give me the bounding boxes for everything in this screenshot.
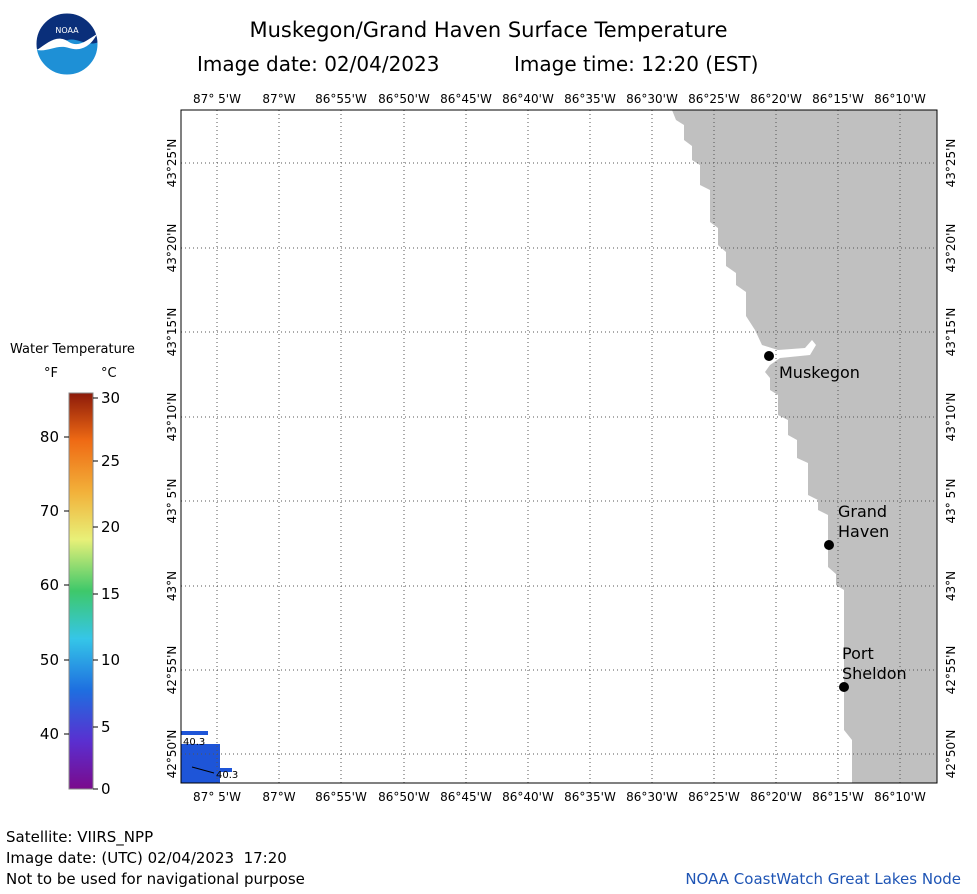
lat-label-left: 43° 5'N [165, 479, 179, 524]
lat-label-left: 42°55'N [165, 646, 179, 695]
place-label: Port [842, 644, 874, 663]
legend-f-tick: 70 [40, 502, 59, 520]
fahrenheit-ticks: 80 70 60 50 40 [40, 428, 69, 743]
lon-label-bottom: 87° 5'W [193, 790, 241, 804]
place-label: Grand [838, 502, 887, 521]
lat-label-left: 43°N [165, 571, 179, 601]
credit-link[interactable]: NOAA CoastWatch Great Lakes Node [685, 870, 961, 888]
image-date: Image date: 02/04/2023 [197, 52, 440, 76]
lon-label-bottom: 86°50'W [378, 790, 430, 804]
legend-f-tick: 80 [40, 428, 59, 446]
lon-label-bottom: 87°W [262, 790, 295, 804]
lon-label-top: 86°15'W [812, 92, 864, 106]
celsius-ticks: 30 25 20 15 10 5 0 [93, 389, 120, 798]
lon-label-top: 86°55'W [315, 92, 367, 106]
lat-label-right: 43°15'N [944, 308, 958, 357]
temp-label-2: 40.3 [216, 770, 238, 781]
lon-label-top: 86°30'W [626, 92, 678, 106]
lat-label-right: 43°10'N [944, 393, 958, 442]
lat-label-right: 43°N [944, 571, 958, 601]
lon-label-top: 86°20'W [750, 92, 802, 106]
utc-date: Image date: (UTC) 02/04/2023 17:20 [6, 849, 287, 867]
lat-label-right: 42°55'N [944, 646, 958, 695]
lon-label-bottom: 86°45'W [440, 790, 492, 804]
lon-label-bottom: 86°20'W [750, 790, 802, 804]
lon-label-top: 87°W [262, 92, 295, 106]
lon-label-bottom: 86°30'W [626, 790, 678, 804]
lon-label-bottom: 86°15'W [812, 790, 864, 804]
page-title: Muskegon/Grand Haven Surface Temperature [249, 18, 728, 42]
lon-label-top: 87° 5'W [193, 92, 241, 106]
place-dot [824, 540, 834, 550]
legend-unit-f: °F [44, 366, 58, 381]
water-temperature-patch [181, 731, 232, 783]
legend-c-tick: 10 [101, 651, 120, 669]
place-label: Haven [838, 522, 889, 541]
lon-label-top: 86°50'W [378, 92, 430, 106]
place-label: Muskegon [779, 363, 860, 382]
lon-label-top: 86°40'W [502, 92, 554, 106]
legend-f-tick: 60 [40, 576, 59, 594]
map-frame [180, 109, 938, 784]
satellite-info: Satellite: VIIRS_NPP [6, 828, 154, 846]
lat-label-left: 42°50'N [165, 730, 179, 779]
legend-c-tick: 20 [101, 518, 120, 536]
lon-label-top: 86°35'W [564, 92, 616, 106]
legend-title: Water Temperature [10, 342, 135, 357]
lon-label-top: 86°25'W [688, 92, 740, 106]
lat-label-right: 43° 5'N [944, 479, 958, 524]
place-label: Sheldon [842, 664, 907, 683]
image-time: Image time: 12:20 (EST) [514, 52, 759, 76]
lon-label-top: 86°45'W [440, 92, 492, 106]
place-dot [839, 682, 849, 692]
lat-label-left: 43°20'N [165, 224, 179, 273]
lon-label-bottom: 86°25'W [688, 790, 740, 804]
legend-c-tick: 15 [101, 585, 120, 603]
place-dot [764, 351, 774, 361]
legend-c-tick: 30 [101, 389, 120, 407]
lat-label-left: 43°10'N [165, 393, 179, 442]
longitude-labels-bottom: 87° 5'W 87°W 86°55'W 86°50'W 86°45'W 86°40'W 8… [193, 790, 926, 804]
lat-label-right: 43°25'N [944, 139, 958, 188]
longitude-labels-top: 87° 5'W 87°W 86°55'W 86°50'W 86°45'W 86°40'W 8… [193, 92, 926, 106]
latitude-labels-right: 43°25'N 43°20'N 43°15'N 43°10'N 43° 5'N 43°N 4… [944, 139, 958, 779]
color-scale-bar [69, 393, 93, 789]
lon-label-bottom: 86°40'W [502, 790, 554, 804]
legend-c-tick: 25 [101, 452, 120, 470]
legend-f-tick: 50 [40, 651, 59, 669]
disclaimer: Not to be used for navigational purpose [6, 870, 305, 888]
logo-text: NOAA [55, 26, 79, 35]
lon-label-top: 86°10'W [874, 92, 926, 106]
lon-label-bottom: 86°10'W [874, 790, 926, 804]
temp-label-1: 40.3 [183, 737, 205, 748]
latitude-labels-left: 43°25'N 43°20'N 43°15'N 43°10'N 43° 5'N 43°N 4… [165, 139, 179, 779]
graticule [181, 110, 937, 783]
land-area [672, 110, 937, 783]
lat-label-right: 42°50'N [944, 730, 958, 779]
legend-c-tick: 5 [101, 718, 111, 736]
legend-unit-c: °C [101, 366, 117, 381]
lat-label-left: 43°25'N [165, 139, 179, 188]
lon-label-bottom: 86°55'W [315, 790, 367, 804]
lon-label-bottom: 86°35'W [564, 790, 616, 804]
noaa-logo: NOAA [35, 12, 99, 76]
legend-f-tick: 40 [40, 725, 59, 743]
legend-c-tick: 0 [101, 780, 111, 798]
lat-label-right: 43°20'N [944, 224, 958, 273]
lat-label-left: 43°15'N [165, 308, 179, 357]
